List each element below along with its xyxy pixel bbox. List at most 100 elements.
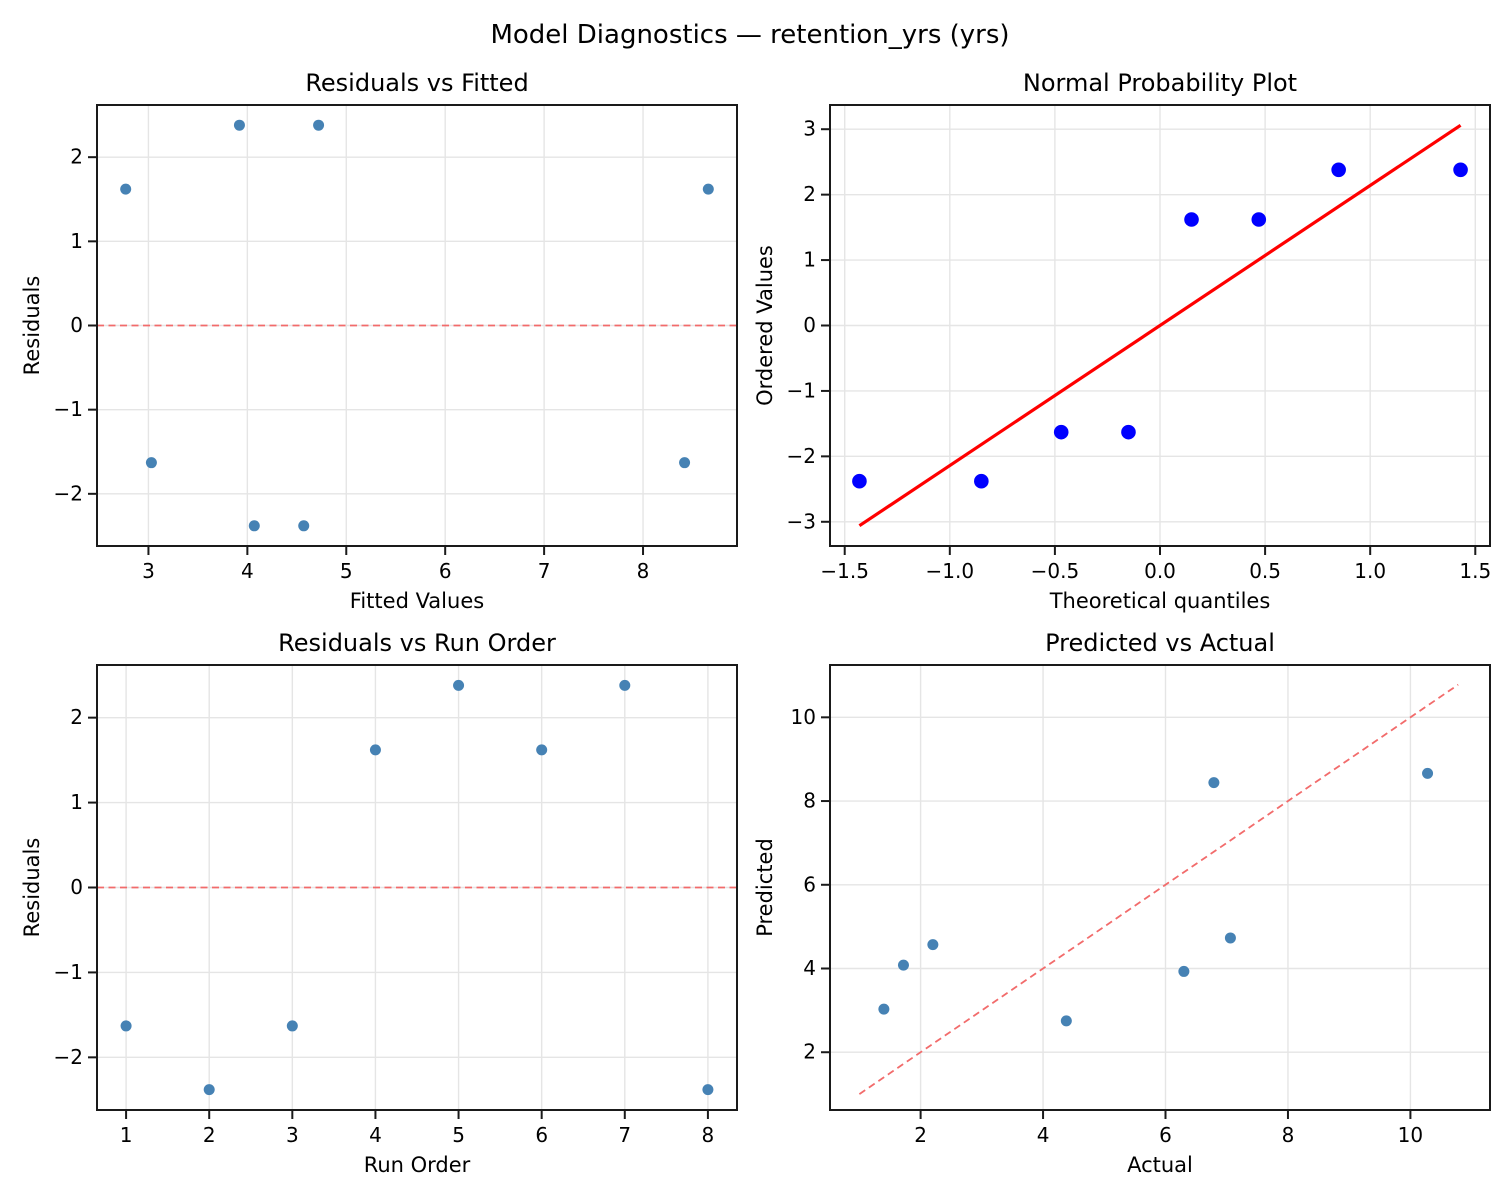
y-tick-label: 1	[70, 229, 83, 253]
x-tick-label: 4	[1037, 1123, 1050, 1147]
x-tick-label: 4	[369, 1123, 382, 1147]
data-point	[203, 1084, 215, 1096]
data-point	[1224, 932, 1236, 944]
x-tick-label: 2	[914, 1123, 927, 1147]
x-tick-label: 5	[452, 1123, 465, 1147]
y-tick-label: 0	[70, 313, 83, 337]
x-tick-label: 6	[1159, 1123, 1172, 1147]
y-tick-label: −2	[54, 1045, 83, 1069]
data-point	[1121, 424, 1136, 440]
x-tick-label: 3	[142, 559, 155, 583]
data-point	[702, 183, 714, 195]
residuals-vs-run-order-chart: 1 2 3 4 5 6 7 8 −2 −1 0 1 2 Residuals vs Run Order Run…	[20, 629, 738, 1177]
residuals-vs-fitted-chart: 3 4 5 6 7 8 −2 −1 0 1 2 Residuals vs Fitted Fitted V…	[20, 69, 738, 613]
data-point	[120, 1020, 132, 1032]
y-tick-label: 2	[803, 182, 816, 206]
x-tick-label: 1	[120, 1123, 133, 1147]
x-tick-label: 7	[618, 1123, 631, 1147]
x-axis-label: Actual	[1127, 1153, 1193, 1177]
y-tick-label: 8	[803, 789, 816, 813]
y-tick-label: −2	[787, 444, 816, 468]
data-point	[974, 473, 989, 489]
y-tick-label: −2	[54, 481, 83, 505]
x-tick-label: −0.5	[1031, 559, 1080, 583]
x-tick-label: 0.5	[1249, 559, 1281, 583]
axes-spines	[829, 664, 1491, 1111]
data-point	[1453, 162, 1468, 178]
y-tick-label: −1	[787, 378, 816, 402]
y-tick-label: 2	[803, 1040, 816, 1064]
y-tick-label: 10	[791, 705, 816, 729]
data-point	[1422, 767, 1434, 779]
y-tick-label: 1	[70, 790, 83, 814]
subplot-title: Residuals vs Fitted	[305, 69, 528, 97]
data-point	[897, 959, 909, 971]
y-axis-label: Predicted	[753, 838, 777, 937]
data-point	[1184, 212, 1199, 227]
data-point	[120, 183, 132, 195]
y-tick-label: 2	[70, 145, 83, 169]
x-tick-label: 1.5	[1459, 559, 1491, 583]
y-tick-label: −1	[54, 397, 83, 421]
x-tick-label: 1.0	[1354, 559, 1386, 583]
y-tick-label: 3	[803, 117, 816, 141]
x-axis-label: Theoretical quantiles	[1049, 589, 1271, 613]
y-tick-label: 0	[803, 313, 816, 337]
y-axis-label: Residuals	[20, 276, 44, 376]
figure-suptitle: Model Diagnostics — retention_yrs (yrs)	[490, 20, 1010, 50]
data-point	[313, 119, 325, 131]
y-tick-label: −3	[787, 509, 816, 533]
data-point	[369, 744, 381, 756]
data-point	[1251, 212, 1267, 227]
y-tick-label: −1	[54, 960, 83, 984]
data-point	[1060, 1015, 1072, 1027]
data-point	[1053, 424, 1069, 440]
x-tick-label: 7	[538, 559, 551, 583]
data-point	[453, 679, 465, 691]
data-point	[1178, 965, 1190, 977]
x-tick-label: 8	[1282, 1123, 1295, 1147]
identity-line	[858, 683, 1459, 1095]
x-tick-label: 0.0	[1144, 559, 1176, 583]
x-tick-label: 8	[637, 559, 650, 583]
data-point	[619, 679, 631, 691]
data-point	[536, 744, 548, 756]
y-tick-label: 2	[70, 705, 83, 729]
data-point	[702, 1084, 714, 1096]
y-tick-label: 0	[70, 875, 83, 899]
x-tick-label: 8	[702, 1123, 715, 1147]
x-tick-label: 6	[439, 559, 452, 583]
x-tick-label: 3	[286, 1123, 299, 1147]
y-axis-label: Residuals	[20, 838, 44, 938]
data-point	[878, 1003, 890, 1015]
x-tick-label: 4	[241, 559, 254, 583]
x-axis-label: Fitted Values	[350, 589, 484, 613]
x-tick-label: −1.5	[820, 559, 869, 583]
data-point	[1208, 777, 1220, 789]
normal-fit-line	[858, 123, 1462, 528]
subplot-title: Residuals vs Run Order	[278, 629, 556, 657]
x-axis-label: Run Order	[364, 1153, 471, 1177]
x-tick-label: −1.0	[926, 559, 975, 583]
x-tick-label: 6	[535, 1123, 548, 1147]
data-point	[298, 520, 310, 532]
data-point	[927, 939, 939, 951]
data-point	[233, 119, 245, 131]
predicted-vs-actual-chart: 2 4 6 8 10 2 4 6 8 10 Predicted vs Actual Actual Pre…	[753, 629, 1491, 1177]
subplot-title: Predicted vs Actual	[1045, 629, 1275, 657]
x-tick-label: 5	[340, 559, 353, 583]
subplot-title: Normal Probability Plot	[1023, 69, 1297, 97]
x-tick-label: 2	[203, 1123, 216, 1147]
data-point	[852, 473, 867, 489]
data-point	[1331, 162, 1346, 178]
normal-probability-chart: −1.5 −1.0 −0.5 0.0 0.5 1.0 1.5 −3 −2 −1 0 1 2 3 Normal…	[753, 69, 1491, 613]
y-tick-label: 1	[803, 248, 816, 272]
data-point	[679, 457, 691, 469]
data-point	[248, 520, 260, 532]
y-axis-label: Ordered Values	[753, 245, 777, 406]
y-tick-label: 6	[803, 872, 816, 896]
y-tick-label: 4	[803, 956, 816, 980]
data-point	[145, 457, 157, 469]
x-tick-label: 10	[1398, 1123, 1423, 1147]
